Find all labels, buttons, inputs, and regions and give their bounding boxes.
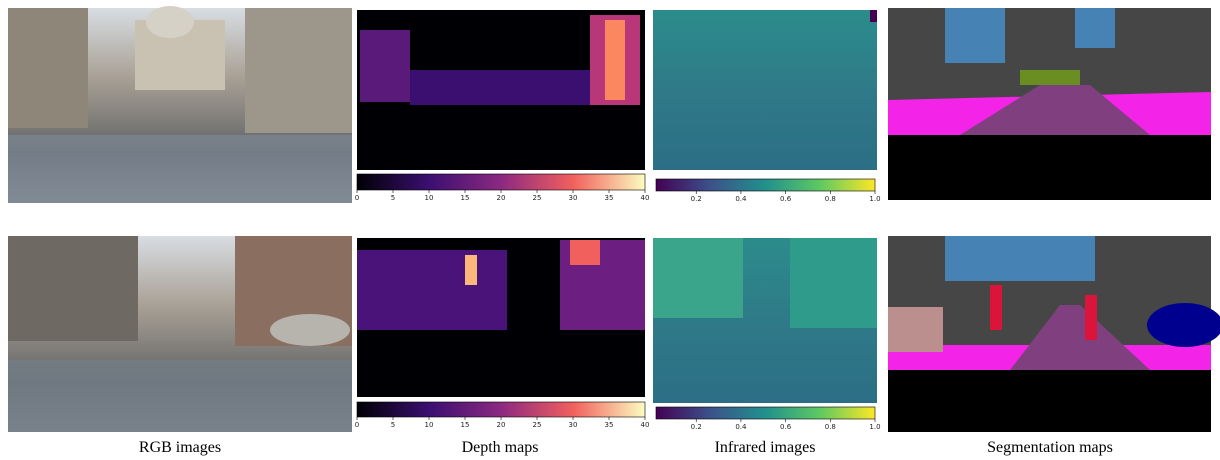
colorbar-tick-label: 5 — [391, 194, 395, 202]
colorbar-tick-label: 0.8 — [825, 423, 836, 431]
colorbar-tick-label: 35 — [605, 194, 614, 202]
caption: Segmentation maps — [987, 439, 1113, 456]
colorbar — [656, 407, 875, 419]
rgb-image — [8, 236, 352, 432]
colorbar-tick-label: 0.6 — [780, 195, 792, 203]
colorbar-tick-label: 0.6 — [780, 423, 792, 431]
colorbar-tick-label: 40 — [641, 421, 650, 429]
caption: RGB images — [139, 439, 221, 456]
colorbar-tick-label: 0 — [355, 421, 359, 429]
infrared-image — [653, 10, 877, 170]
colorbar-tick-label: 0.8 — [825, 195, 836, 203]
colorbar-tick-label: 1.0 — [869, 423, 880, 431]
caption: Infrared images — [715, 439, 816, 456]
colorbar-tick-label: 40 — [641, 194, 650, 202]
colorbar-tick-label: 15 — [461, 194, 470, 202]
colorbar-tick-label: 0.4 — [735, 195, 747, 203]
colorbar-tick-label: 0.2 — [691, 423, 702, 431]
rgb-image — [8, 6, 352, 203]
colorbar-tick-label: 25 — [533, 194, 542, 202]
caption: Depth maps — [462, 439, 539, 456]
infrared-image — [653, 238, 877, 403]
colorbar-tick-label: 10 — [425, 194, 434, 202]
depth-image — [357, 10, 645, 170]
segmentation-map — [888, 236, 1220, 432]
colorbar-tick-label: 30 — [569, 421, 578, 429]
colorbar-tick-label: 1.0 — [869, 195, 880, 203]
colorbar — [656, 179, 875, 191]
segmentation-map — [888, 8, 1211, 200]
figure: 0 5 10 15 20 25 30 35 40 0 5 10 15 20 25 30 35 40 0.2 0.4 0.… — [0, 0, 1220, 460]
colorbar-tick-label: 0.2 — [691, 195, 702, 203]
colorbar-tick-label: 5 — [391, 421, 395, 429]
colorbar-tick-label: 35 — [605, 421, 614, 429]
colorbar-tick-label: 30 — [569, 194, 578, 202]
colorbar-tick-label: 10 — [425, 421, 434, 429]
colorbar-tick-label: 15 — [461, 421, 470, 429]
colorbar-tick-label: 20 — [497, 421, 506, 429]
depth-image — [357, 238, 645, 397]
page: 0 5 10 15 20 25 30 35 40 0 5 10 15 20 25 30 35 40 0.2 0.4 0.… — [0, 0, 1220, 460]
colorbar-tick-label: 25 — [533, 421, 542, 429]
colorbar-tick-label: 20 — [497, 194, 506, 202]
colorbar-tick-label: 0 — [355, 194, 359, 202]
colorbar-tick-label: 0.4 — [735, 423, 747, 431]
colorbar — [357, 174, 645, 190]
colorbar — [357, 402, 645, 417]
